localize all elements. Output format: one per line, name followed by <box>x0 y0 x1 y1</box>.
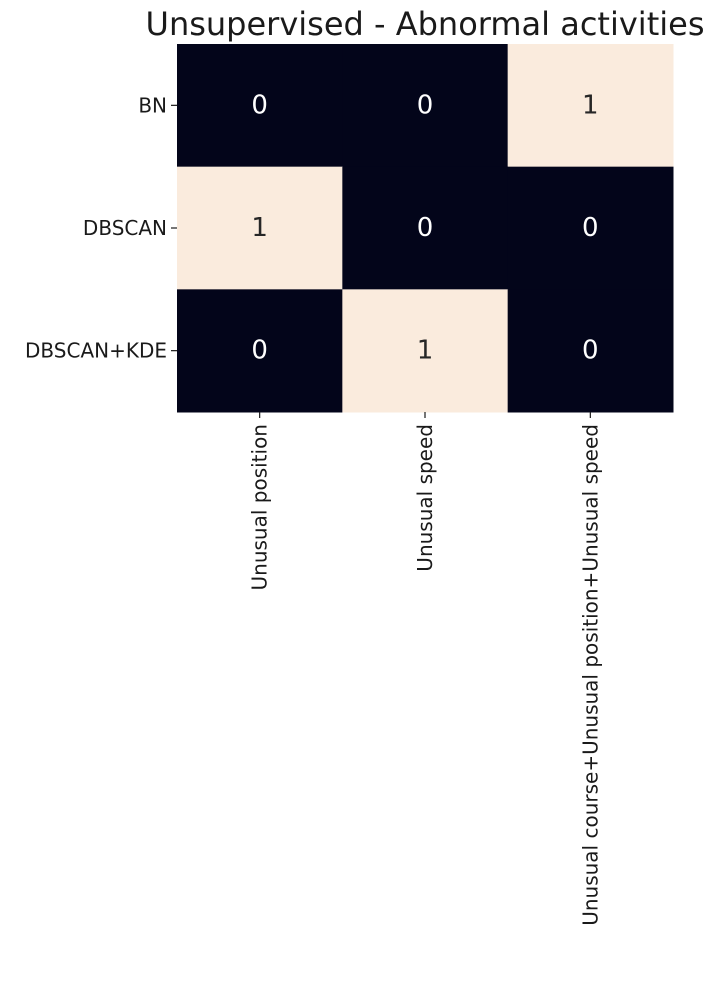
cell-value-r2-c1: 1 <box>417 336 434 366</box>
y-tick-label-dbscan: DBSCAN <box>83 216 167 240</box>
y-axis: BN DBSCAN DBSCAN+KDE <box>25 93 177 363</box>
heatmap-cell-r0-c1 <box>342 44 509 168</box>
cell-value-r1-c2: 0 <box>582 213 599 243</box>
cell-value-r0-c1: 0 <box>417 90 434 120</box>
x-axis: Unusual position Unusual speed Unusual cou… <box>248 412 602 926</box>
y-tick-label-dbscan-kde: DBSCAN+KDE <box>25 339 167 363</box>
chart-title: Unsupervised - Abnormal activities <box>146 5 705 43</box>
cell-value-r0-c2: 1 <box>582 90 599 120</box>
heatmap-cells <box>177 44 674 413</box>
heatmap-cell-r0-c2 <box>507 44 674 168</box>
heatmap-cell-r0-c0 <box>177 44 343 168</box>
cell-value-r2-c0: 0 <box>251 336 268 366</box>
heatmap-cell-r1-c2 <box>507 166 674 290</box>
cell-value-r1-c0: 1 <box>251 213 268 243</box>
heatmap-cell-r2-c1 <box>342 289 509 413</box>
cell-value-r0-c0: 0 <box>251 90 268 120</box>
y-tick-label-bn: BN <box>138 93 167 117</box>
heatmap-cell-r2-c2 <box>507 289 674 413</box>
cell-value-r2-c2: 0 <box>582 336 599 366</box>
x-tick-label-unusual-speed: Unusual speed <box>413 424 437 572</box>
heatmap-annotations: 0 0 1 1 0 0 0 1 0 <box>251 90 598 365</box>
cell-value-r1-c1: 0 <box>417 213 434 243</box>
heatmap-cell-r1-c1 <box>342 166 509 290</box>
heatmap-cell-r1-c0 <box>177 166 343 290</box>
heatmap-cell-r2-c0 <box>177 289 343 413</box>
x-tick-label-unusual-course-unusual-position-unusual-speed: Unusual course+Unusual position+Unusual … <box>578 424 602 926</box>
x-tick-label-unusual-position: Unusual position <box>248 424 272 590</box>
